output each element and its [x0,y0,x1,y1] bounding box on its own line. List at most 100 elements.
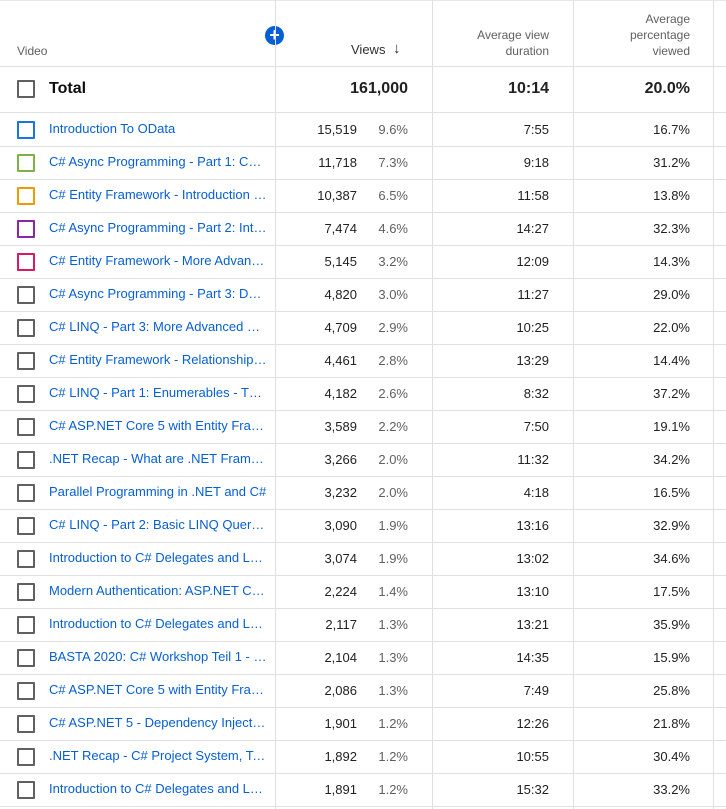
video-title-link[interactable]: Introduction to C# Delegates and Lambdas [49,550,267,565]
video-title-link[interactable]: C# Async Programming - Part 1: Conceptua… [49,154,267,169]
row-average-percentage: 14.4% [653,353,690,368]
video-title-link[interactable]: C# ASP.NET Core 5 with Entity Framework … [49,418,267,433]
video-title-link[interactable]: Introduction to C# Delegates and Lambdas [49,781,267,796]
row-checkbox[interactable] [17,220,35,238]
row-views: 2,117 [325,617,357,632]
row-checkbox[interactable] [17,517,35,535]
row-average-percentage: 21.8% [653,716,690,731]
row-checkbox[interactable] [17,748,35,766]
table-row[interactable]: .NET Recap - C# Project System, Target F… [0,740,726,774]
row-checkbox[interactable] [17,550,35,568]
total-label: Total [49,80,87,97]
table-row[interactable]: Modern Authentication: ASP.NET Core 2,224… [0,575,726,609]
row-average-percentage: 29.0% [653,287,690,302]
row-checkbox[interactable] [17,319,35,337]
table-row[interactable]: Introduction to C# Delegates and Lambdas… [0,542,726,576]
row-checkbox[interactable] [17,649,35,667]
column-header-average-view-duration[interactable]: Average view duration [429,27,549,59]
video-title-link[interactable]: C# Entity Framework - Relationships and … [49,352,267,367]
row-average-percentage: 16.5% [653,485,690,500]
row-average-percentage: 31.2% [653,155,690,170]
table-row[interactable]: C# ASP.NET 5 - Dependency Injection 1,901… [0,707,726,741]
table-row[interactable]: C# Entity Framework - More Advanced Quer… [0,245,726,279]
row-views-share: 2.9% [378,320,408,335]
video-title-link[interactable]: C# ASP.NET Core 5 with Entity Framework … [49,682,267,697]
column-header-views[interactable]: Views [351,42,386,57]
row-average-percentage: 32.3% [653,221,690,236]
video-title-link[interactable]: C# ASP.NET 5 - Dependency Injection [49,715,267,730]
video-title-link[interactable]: Parallel Programming in .NET and C# [49,484,267,499]
total-checkbox[interactable] [17,80,35,98]
row-average-duration: 13:29 [516,353,549,368]
row-views-share: 2.2% [378,419,408,434]
video-title-link[interactable]: BASTA 2020: C# Workshop Teil 1 - Grundla… [49,649,267,664]
row-checkbox[interactable] [17,385,35,403]
row-checkbox[interactable] [17,484,35,502]
total-average-duration: 10:14 [508,80,549,97]
video-title-link[interactable]: Introduction To OData [49,121,176,136]
row-checkbox[interactable] [17,253,35,271]
row-checkbox[interactable] [17,682,35,700]
video-title-link[interactable]: .NET Recap - What are .NET Framework, .N… [49,451,267,466]
table-row[interactable]: C# LINQ - Part 2: Basic LINQ Queries 3,09… [0,509,726,543]
video-title-link[interactable]: .NET Recap - C# Project System, Target F… [49,748,267,763]
table-row[interactable]: C# LINQ - Part 1: Enumerables - The Foun… [0,377,726,411]
row-checkbox[interactable] [17,451,35,469]
video-title-link[interactable]: C# Entity Framework - More Advanced Quer… [49,253,267,268]
table-row[interactable]: C# Async Programming - Part 3: Deep Dive… [0,278,726,312]
row-views-share: 1.2% [378,782,408,797]
row-views: 4,182 [324,386,357,401]
row-average-percentage: 17.5% [653,584,690,599]
row-checkbox[interactable] [17,781,35,799]
table-row[interactable]: C# Entity Framework - Relationships and … [0,344,726,378]
row-views-share: 3.2% [378,254,408,269]
row-views-share: 3.0% [378,287,408,302]
row-checkbox[interactable] [17,616,35,634]
row-checkbox[interactable] [17,187,35,205]
row-views: 4,461 [324,353,357,368]
row-views: 3,266 [324,452,357,467]
video-title-link[interactable]: C# Async Programming - Part 3: Deep Dive [49,286,267,301]
video-title-link[interactable]: C# LINQ - Part 1: Enumerables - The Foun… [49,385,267,400]
sort-arrow-down-icon[interactable]: ↓ [393,40,401,57]
video-title-link[interactable]: Modern Authentication: ASP.NET Core [49,583,267,598]
row-checkbox[interactable] [17,583,35,601]
table-row[interactable]: C# ASP.NET Core 5 with Entity Framework … [0,674,726,708]
row-average-duration: 12:26 [516,716,549,731]
row-checkbox[interactable] [17,154,35,172]
video-title-link[interactable]: C# LINQ - Part 3: More Advanced LINQ Que… [49,319,267,334]
row-average-duration: 13:21 [516,617,549,632]
video-title-link[interactable]: Introduction to C# Delegates and Lambdas [49,616,267,631]
table-row[interactable]: Introduction to C# Delegates and Lambdas… [0,773,726,807]
table-row[interactable]: C# Async Programming - Part 1: Conceptua… [0,146,726,180]
row-checkbox[interactable] [17,121,35,139]
table-row[interactable]: C# Async Programming - Part 2: Introduci… [0,212,726,246]
video-title-link[interactable]: C# LINQ - Part 2: Basic LINQ Queries [49,517,267,532]
video-title-link[interactable]: C# Async Programming - Part 2: Introduci… [49,220,267,235]
column-header-average-percentage-viewed[interactable]: Average percentage viewed [590,11,690,59]
avg-pct-line3: viewed [652,44,690,58]
table-row[interactable]: Introduction To OData 15,519 9.6% 7:55 16.7% [0,113,726,147]
table-row[interactable]: BASTA 2020: C# Workshop Teil 1 - Grundla… [0,641,726,675]
table-row[interactable]: C# Entity Framework - Introduction to EF… [0,179,726,213]
add-column-plus-icon[interactable]: + [265,26,284,45]
video-title-link[interactable]: C# Entity Framework - Introduction to EF… [49,187,267,202]
row-views: 15,519 [317,122,357,137]
row-checkbox[interactable] [17,418,35,436]
row-average-percentage: 32.9% [653,518,690,533]
column-divider [432,0,433,809]
table-row[interactable]: Parallel Programming in .NET and C# 3,232… [0,476,726,510]
row-views-share: 4.6% [378,221,408,236]
column-header-video[interactable]: Video [17,44,48,58]
table-header: Video + Views ↓ Average view duration Av… [0,0,726,67]
row-checkbox[interactable] [17,715,35,733]
row-average-percentage: 16.7% [653,122,690,137]
table-row[interactable]: C# LINQ - Part 3: More Advanced LINQ Que… [0,311,726,345]
table-row[interactable]: C# ASP.NET Core 5 with Entity Framework … [0,410,726,444]
table-row[interactable]: Introduction to C# Delegates and Lambdas… [0,608,726,642]
row-views: 2,104 [324,650,357,665]
row-checkbox[interactable] [17,352,35,370]
table-row[interactable]: .NET Recap - What are .NET Framework, .N… [0,443,726,477]
row-checkbox[interactable] [17,286,35,304]
column-divider [573,0,574,809]
